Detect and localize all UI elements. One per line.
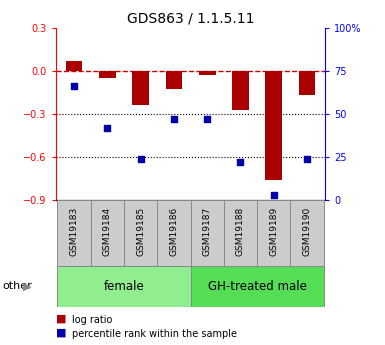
Bar xyxy=(99,71,116,78)
Bar xyxy=(224,200,257,266)
Text: female: female xyxy=(104,280,144,293)
Point xyxy=(71,83,77,89)
Bar xyxy=(232,71,249,110)
Bar xyxy=(124,200,157,266)
Text: GSM19187: GSM19187 xyxy=(203,207,212,256)
Bar xyxy=(199,71,216,75)
Text: GSM19186: GSM19186 xyxy=(169,207,178,256)
Title: GDS863 / 1.1.5.11: GDS863 / 1.1.5.11 xyxy=(127,11,254,25)
Point xyxy=(171,116,177,122)
Bar xyxy=(257,200,290,266)
Text: GH-treated male: GH-treated male xyxy=(208,280,306,293)
Bar xyxy=(57,200,91,266)
Bar xyxy=(166,71,182,89)
Bar xyxy=(191,266,324,307)
Point xyxy=(271,192,277,198)
Text: GSM19188: GSM19188 xyxy=(236,207,245,256)
Text: GSM19185: GSM19185 xyxy=(136,207,145,256)
Text: GSM19183: GSM19183 xyxy=(70,207,79,256)
Bar xyxy=(91,200,124,266)
Point xyxy=(137,156,144,161)
Text: other: other xyxy=(2,282,32,291)
Text: log ratio: log ratio xyxy=(72,315,112,325)
Text: GSM19184: GSM19184 xyxy=(103,207,112,256)
Bar xyxy=(157,200,191,266)
Point xyxy=(238,159,244,165)
Point xyxy=(204,116,210,122)
Text: ■: ■ xyxy=(56,328,66,338)
Point xyxy=(304,156,310,161)
Bar xyxy=(265,71,282,180)
Bar xyxy=(57,266,191,307)
Text: ▶: ▶ xyxy=(23,282,32,291)
Bar xyxy=(299,71,315,95)
Bar xyxy=(132,71,149,105)
Text: ■: ■ xyxy=(56,314,66,324)
Text: percentile rank within the sample: percentile rank within the sample xyxy=(72,329,237,338)
Text: GSM19190: GSM19190 xyxy=(303,207,311,256)
Bar xyxy=(66,61,82,71)
Bar xyxy=(290,200,324,266)
Text: GSM19189: GSM19189 xyxy=(269,207,278,256)
Bar xyxy=(191,200,224,266)
Point xyxy=(104,125,110,130)
